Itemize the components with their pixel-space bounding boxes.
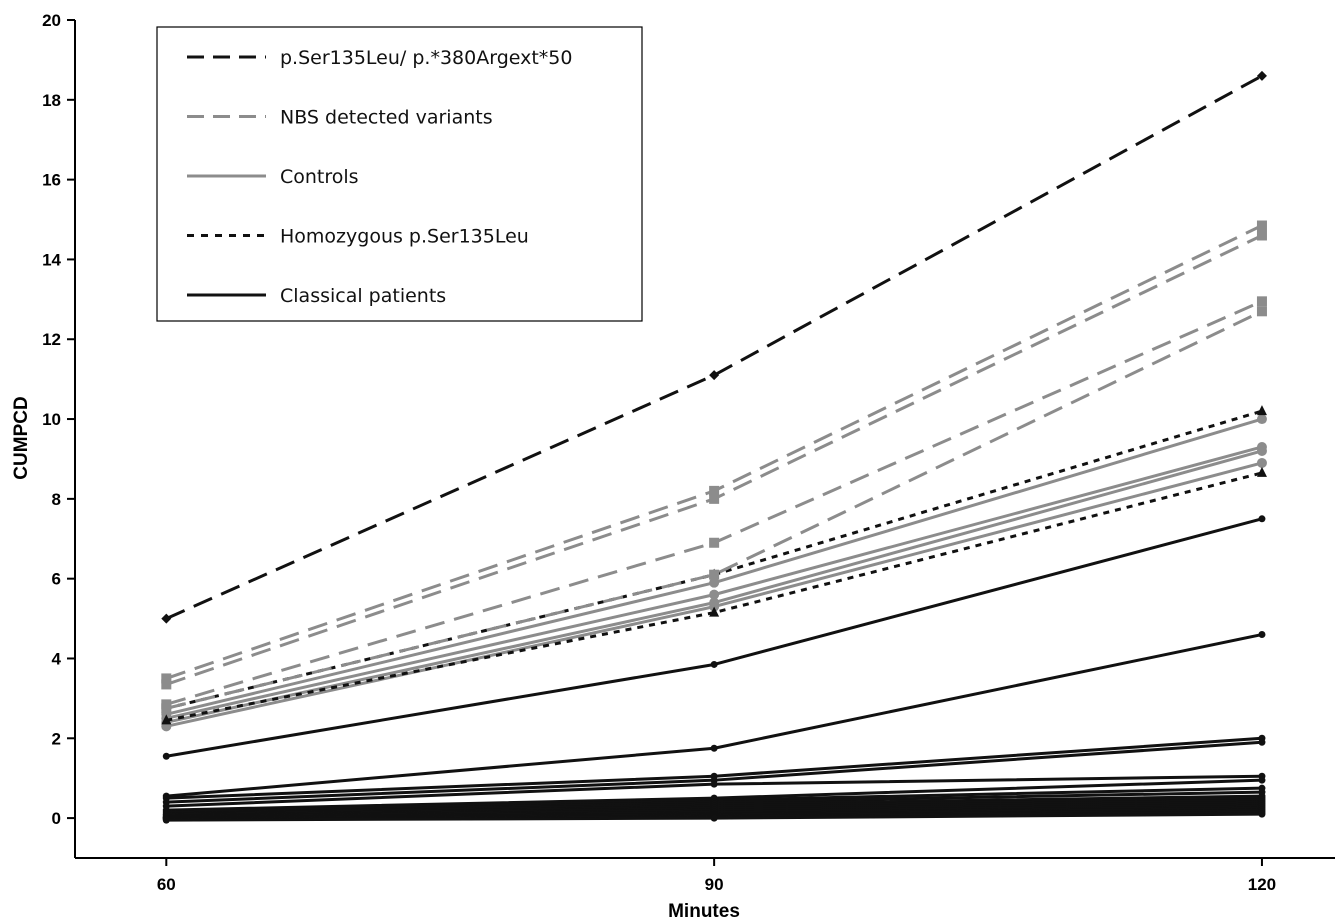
y-ticks: 0 2 4 6 8 10 12 14 16 18 20 — [42, 11, 75, 828]
data-point — [709, 606, 720, 617]
x-ticks: 60 90 120 — [157, 858, 1276, 894]
x-tick-label: 60 — [157, 875, 176, 894]
series-group — [161, 414, 1267, 732]
legend-label: Homozygous p.Ser135Leu — [280, 226, 529, 248]
series-group — [161, 220, 1267, 714]
data-point — [162, 752, 170, 760]
y-tick-label: 6 — [52, 570, 61, 589]
y-tick-label: 8 — [52, 490, 61, 509]
y-tick-label: 20 — [42, 11, 61, 30]
legend-box — [156, 26, 643, 322]
y-tick-label: 12 — [42, 330, 61, 349]
data-point — [1258, 810, 1266, 818]
x-tick-label: 120 — [1248, 875, 1276, 894]
series-line — [165, 309, 1263, 710]
data-point — [161, 703, 172, 714]
data-point — [710, 660, 718, 668]
data-point — [1258, 738, 1266, 746]
series-group — [162, 515, 1266, 824]
data-point — [161, 679, 172, 690]
series-line — [165, 74, 1263, 620]
data-point — [1258, 776, 1266, 784]
y-tick-label: 18 — [42, 91, 61, 110]
legend-label: Controls — [280, 166, 359, 188]
y-tick-label: 0 — [52, 809, 61, 828]
data-point — [1256, 306, 1267, 317]
data-point — [710, 780, 718, 788]
y-tick-label: 10 — [42, 410, 61, 429]
legend: p.Ser135Leu/ p.*380Argext*50 NBS detected… — [156, 26, 643, 322]
data-point — [1256, 70, 1267, 81]
data-point — [709, 493, 720, 504]
data-point — [710, 744, 718, 752]
data-point — [709, 569, 720, 580]
data-point — [709, 577, 720, 588]
data-point — [161, 613, 172, 624]
y-tick-label: 16 — [42, 171, 61, 190]
data-point — [161, 673, 172, 684]
data-point — [1258, 631, 1266, 639]
data-point — [162, 816, 170, 824]
data-point — [1256, 445, 1267, 456]
series-line — [166, 517, 1263, 758]
data-point — [709, 537, 720, 548]
x-tick-label: 90 — [705, 875, 724, 894]
legend-label: p.Ser135Leu/ p.*380Argext*50 — [280, 47, 572, 69]
data-point — [1256, 230, 1267, 241]
data-point — [710, 814, 718, 822]
data-point — [709, 370, 720, 381]
data-point — [161, 714, 172, 725]
data-point — [1256, 457, 1267, 468]
data-point — [1256, 414, 1267, 425]
axes: 0 2 4 6 8 10 12 14 16 18 20 60 90 120 — [42, 11, 1335, 894]
data-point — [1256, 405, 1267, 416]
x-axis-title: Minutes — [668, 901, 740, 922]
data-point — [709, 485, 720, 496]
legend-label: Classical patients — [280, 285, 446, 307]
data-point — [709, 589, 720, 600]
data-point — [1258, 515, 1266, 523]
data-point — [1256, 296, 1267, 307]
legend-label: NBS detected variants — [280, 107, 493, 129]
data-point — [1256, 466, 1267, 477]
plot-area — [161, 70, 1267, 824]
data-point — [1256, 220, 1267, 231]
series-line — [166, 633, 1263, 798]
y-axis-title: CUMPCD — [11, 396, 32, 479]
y-tick-label: 2 — [52, 729, 61, 748]
series-group — [161, 70, 1267, 624]
y-tick-label: 4 — [52, 649, 62, 668]
y-tick-label: 14 — [42, 250, 61, 269]
